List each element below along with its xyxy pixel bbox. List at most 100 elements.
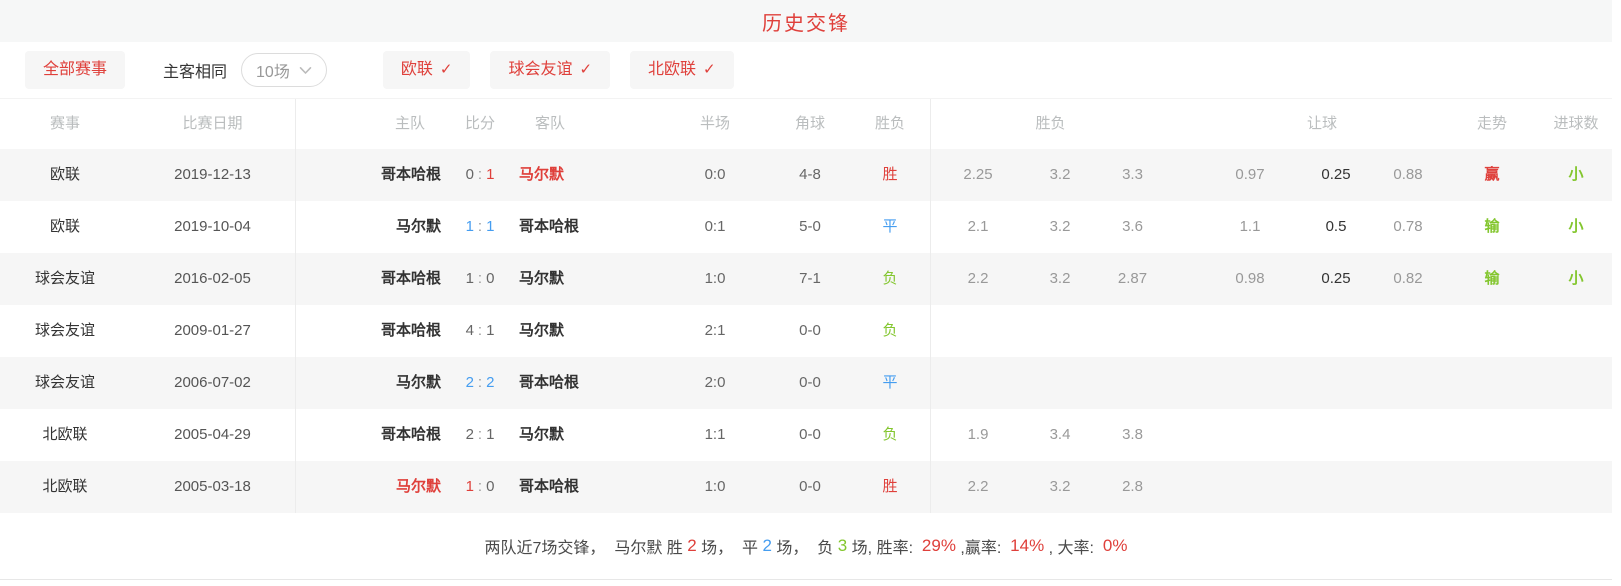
header-spacer [1170, 99, 1200, 149]
half-score-cell: 2:1 [704, 322, 726, 339]
home-team: 马尔默 [295, 201, 455, 253]
score-colon: : [477, 426, 483, 443]
score-colon: : [477, 166, 483, 183]
home-score: 2 [465, 374, 474, 391]
odds-lose: 3.6 [1122, 218, 1143, 235]
corner-cell: 5-0 [799, 218, 821, 235]
away-team: 马尔默 [519, 322, 565, 339]
odds-lose: 3.3 [1122, 166, 1143, 183]
filter-all-competitions-button[interactable]: 全部赛事 [25, 51, 126, 89]
odds-draw: 3.4 [1049, 426, 1071, 443]
header-away: 客队 [535, 115, 566, 132]
summary-text: ,赢率: [955, 540, 1011, 557]
spacer [1170, 201, 1200, 253]
handicap-home-odds: 1.1 [1239, 218, 1261, 235]
summary-text: 马尔默 胜 [614, 540, 688, 557]
summary-text: 两队近7场交锋， [484, 540, 615, 557]
away-team: 马尔默 [519, 270, 565, 287]
table-row: 球会友谊 2006-07-02 马尔默 2:2 哥本哈根 2:0 0-0 平 [0, 357, 1612, 409]
filter-league-nordic-button[interactable]: 北欧联 ✓ [630, 51, 734, 89]
corner-cell: 0-0 [799, 478, 821, 495]
odds-draw: 3.2 [1049, 166, 1071, 183]
handicap-away-odds [1372, 305, 1444, 357]
table-row: 北欧联 2005-04-29 哥本哈根 2:1 马尔默 1:1 0-0 负 1.… [0, 409, 1612, 461]
handicap-home-odds [1200, 461, 1300, 513]
score-colon: : [477, 374, 483, 391]
odds-win: 1.9 [930, 409, 1025, 461]
home-score: 1 [465, 218, 474, 235]
score-colon: : [477, 218, 483, 235]
league-cell: 欧联 [49, 218, 80, 235]
summary-text: 场, [847, 540, 877, 557]
summary-text: 平 [742, 540, 763, 557]
handicap-home-odds [1200, 357, 1300, 409]
filter-league-uefa-europa-button[interactable]: 欧联 ✓ [382, 51, 471, 89]
date-cell: 2019-12-13 [174, 166, 251, 183]
header-trend: 走势 [1476, 115, 1507, 132]
result-cell: 负 [882, 270, 898, 287]
score-colon: : [477, 322, 483, 339]
filter-league-club-friendly-button[interactable]: 球会友谊 ✓ [490, 51, 611, 89]
away-score: 1 [486, 322, 495, 339]
date-cell: 2005-04-29 [174, 426, 251, 443]
away-team: 哥本哈根 [519, 374, 580, 391]
home-team: 哥本哈根 [295, 305, 455, 357]
summary-win-count: 2 [687, 536, 697, 555]
handicap-line [1300, 357, 1372, 409]
check-icon: ✓ [439, 61, 453, 78]
away-team: 哥本哈根 [519, 218, 580, 235]
odds-draw: 3.2 [1049, 478, 1071, 495]
header-odds-group: 胜负 [930, 99, 1170, 149]
odds-win [930, 357, 1025, 409]
handicap-line: 0.25 [1321, 166, 1351, 183]
table-row: 欧联 2019-12-13 哥本哈根 0:1 马尔默 0:0 4-8 胜 2.2… [0, 149, 1612, 201]
header-score: 比分 [464, 115, 495, 132]
goals-cell [1540, 409, 1612, 461]
goals-cell: 小 [1568, 218, 1584, 235]
score-cell: 1:0 [455, 461, 505, 513]
filter-same-venue-label[interactable]: 主客相同 [163, 64, 228, 81]
header-result: 胜负 [874, 115, 905, 132]
half-score-cell: 1:0 [704, 478, 726, 495]
match-count-select[interactable]: 10场 [241, 53, 327, 87]
header-handicap-group: 让球 [1306, 115, 1337, 132]
handicap-away-odds: 0.82 [1393, 270, 1423, 287]
header-goals: 进球数 [1553, 115, 1599, 132]
score-cell: 4:1 [455, 305, 505, 357]
handicap-away-odds [1372, 409, 1444, 461]
league-cell: 欧联 [49, 166, 80, 183]
result-cell: 胜 [882, 166, 898, 183]
trend-cell [1444, 409, 1540, 461]
spacer [1170, 253, 1200, 305]
trend-cell [1444, 461, 1540, 513]
odds-win: 2.25 [930, 149, 1025, 201]
home-score: 1 [465, 270, 474, 287]
check-icon: ✓ [703, 61, 716, 78]
trend-cell: 输 [1484, 270, 1500, 287]
handicap-line: 0.5 [1325, 218, 1347, 235]
corner-cell: 4-8 [799, 166, 821, 183]
home-team: 哥本哈根 [295, 149, 455, 201]
goals-cell: 小 [1568, 166, 1584, 183]
half-score-cell: 2:0 [704, 374, 726, 391]
spacer [1170, 149, 1200, 201]
score-cell: 2:1 [455, 409, 505, 461]
summary-text: 负 [817, 540, 838, 557]
title-band: 历史交锋 [0, 0, 1612, 42]
home-score: 1 [465, 478, 474, 495]
summary-handicap-rate: 14% [1010, 536, 1045, 555]
handicap-home-odds [1200, 409, 1300, 461]
spacer [1170, 357, 1200, 409]
odds-win [930, 305, 1025, 357]
league-filter-label: 欧联 [400, 61, 433, 78]
odds-draw: 3.2 [1049, 218, 1071, 235]
league-cell: 球会友谊 [34, 322, 95, 339]
trend-cell [1444, 357, 1540, 409]
corner-cell: 0-0 [799, 322, 821, 339]
score-colon: : [477, 478, 483, 495]
goals-cell [1540, 305, 1612, 357]
corner-cell: 0-0 [799, 426, 821, 443]
result-cell: 胜 [882, 478, 898, 495]
trend-cell: 输 [1484, 218, 1500, 235]
handicap-away-odds: 0.78 [1393, 218, 1423, 235]
